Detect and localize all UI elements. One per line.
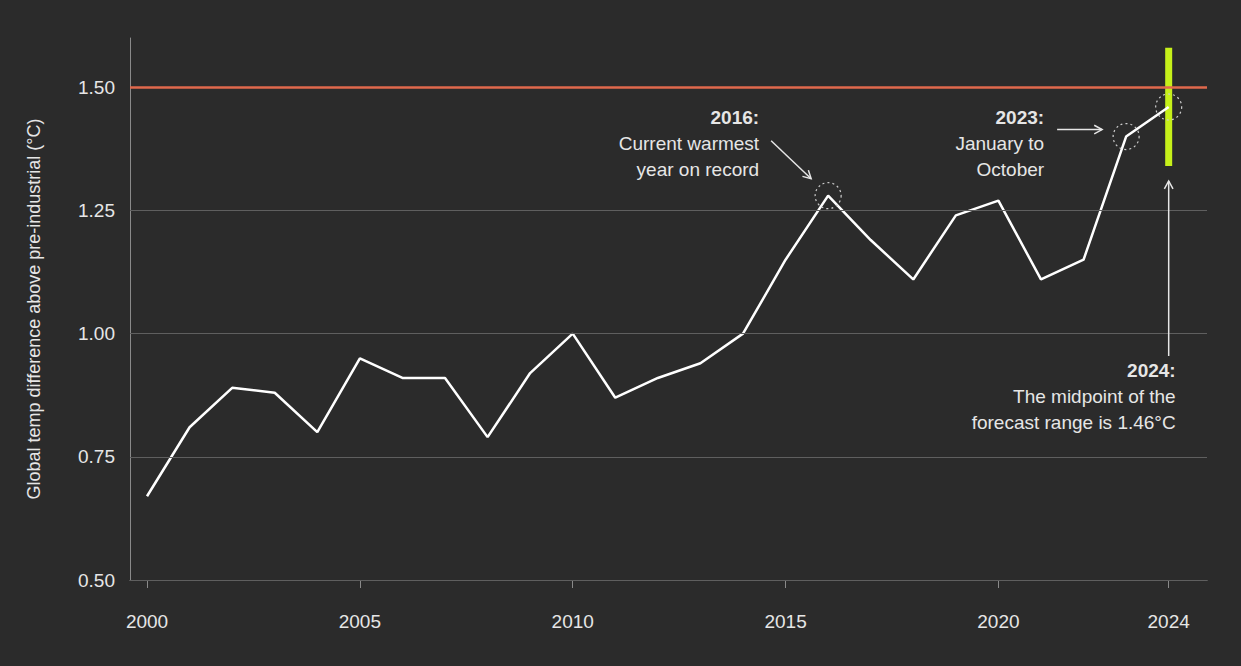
svg-text:0.75: 0.75 bbox=[78, 446, 115, 467]
svg-text:1.00: 1.00 bbox=[78, 323, 115, 344]
svg-text:2015: 2015 bbox=[764, 611, 806, 632]
svg-text:year on record: year on record bbox=[637, 159, 760, 180]
svg-text:1.25: 1.25 bbox=[78, 200, 115, 221]
svg-text:2000: 2000 bbox=[126, 611, 168, 632]
svg-text:2023:: 2023: bbox=[996, 107, 1045, 128]
svg-text:1.50: 1.50 bbox=[78, 77, 115, 98]
svg-text:Current warmest: Current warmest bbox=[619, 133, 760, 154]
svg-text:2024: 2024 bbox=[1148, 611, 1191, 632]
svg-text:2005: 2005 bbox=[339, 611, 381, 632]
svg-text:The midpoint of the: The midpoint of the bbox=[1013, 386, 1176, 407]
svg-text:0.50: 0.50 bbox=[78, 570, 115, 591]
svg-text:Global temp difference above p: Global temp difference above pre-industr… bbox=[24, 118, 44, 499]
svg-text:2016:: 2016: bbox=[711, 107, 760, 128]
svg-text:2024:: 2024: bbox=[1127, 360, 1176, 381]
svg-text:January to: January to bbox=[955, 133, 1044, 154]
svg-text:2020: 2020 bbox=[977, 611, 1019, 632]
svg-text:forecast range is 1.46°C: forecast range is 1.46°C bbox=[972, 412, 1176, 433]
svg-text:October: October bbox=[977, 159, 1045, 180]
svg-text:2010: 2010 bbox=[552, 611, 594, 632]
